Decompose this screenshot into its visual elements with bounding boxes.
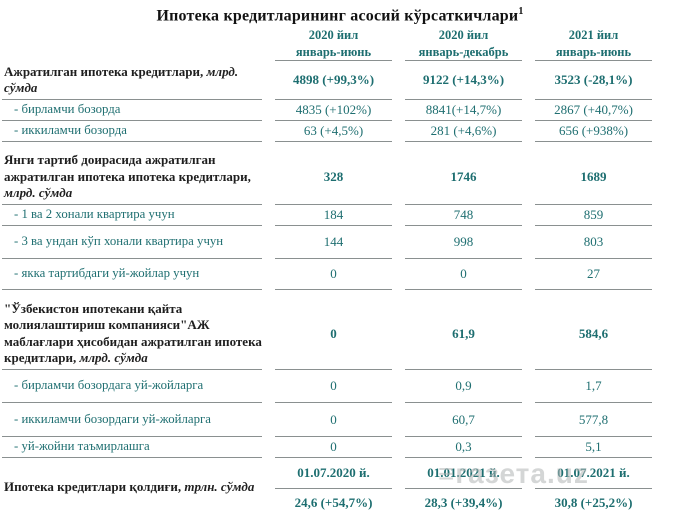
table-row: - 1 ва 2 хонали квартира учун 184 748 85… [2, 205, 652, 227]
column-header-2021-jan-jun: 2021 йил январь-июнь [535, 27, 652, 61]
cell-value: 0 [275, 259, 392, 291]
cell-value: 656 (+938%) [535, 121, 652, 143]
table-row: - 3 ва ундан кўп хонали квартира учун 14… [2, 226, 652, 260]
cell-value: 0 [275, 370, 392, 404]
column-header-2020-jan-dec: 2020 йил январь-декабрь [405, 27, 522, 61]
section-gap [2, 142, 652, 149]
header-row: 2020 йил январь-июнь 2020 йил январь-дек… [2, 27, 652, 61]
cell-value: 1,7 [535, 370, 652, 404]
cell-value: 998 [405, 226, 522, 260]
section-gap [2, 290, 652, 298]
table-row: - уй-жойни таъмирлашга 0 0,3 5,1 [2, 437, 652, 459]
footnote-mark: 1 [518, 6, 524, 17]
cell-value: 748 [405, 205, 522, 227]
cell-value: 0 [275, 298, 392, 371]
table-row: - иккиламчи бозорда 63 (+4,5%) 281 (+4,6… [2, 121, 652, 143]
row-unit: трлн. сўмда [184, 479, 255, 495]
cell-value: 9122 (+14,3%) [405, 61, 522, 101]
cell-value: 63 (+4,5%) [275, 121, 392, 143]
cell-value: 61,9 [405, 298, 522, 371]
cell-date: 01.01.2021 й. [405, 458, 522, 490]
table-row: Янги тартиб доирасида ажратилган ажратил… [2, 149, 652, 206]
row-label: Ипотека кредитлари қолдиғи, трлн. сўмда [4, 479, 255, 495]
cell-date: 01.07.2021 й. [535, 458, 652, 490]
table-row: Ажратилган ипотека кредитлари, млрд. сўм… [2, 61, 652, 101]
page-title: Ипотека кредитларининг асосий кўрсаткичл… [0, 0, 680, 25]
cell-value: 27 [535, 259, 652, 291]
row-label: "Ўзбекистон ипотекани қайта молиялаштири… [2, 298, 262, 371]
cell-value: 1689 [535, 149, 652, 206]
cell-value: 0 [275, 403, 392, 438]
cell-value: 1746 [405, 149, 522, 206]
row-unit: млрд. сўмда [4, 63, 239, 96]
table-row: - якка тартибдаги уй-жойлар учун 0 0 27 [2, 259, 652, 291]
header-empty-cell [2, 27, 262, 61]
table-row: - бирламчи бозорда 4835 (+102%) 8841(+14… [2, 100, 652, 122]
cell-value: 0 [275, 437, 392, 459]
row-unit: млрд. сўмда [79, 349, 148, 365]
cell-value: 328 [275, 149, 392, 206]
cell-value: 4898 (+99,3%) [275, 61, 392, 101]
row-label: Янги тартиб доирасида ажратилган ажратил… [2, 149, 262, 206]
cell-value: 577,8 [535, 403, 652, 438]
cell-value: 60,7 [405, 403, 522, 438]
row-label: - 1 ва 2 хонали квартира учун [2, 205, 262, 227]
row-label: - иккиламчи бозордаги уй-жойларга [2, 403, 262, 438]
cell-value: 3523 (-28,1%) [535, 61, 652, 101]
cell-value: 8841(+14,7%) [405, 100, 522, 122]
table-row: "Ўзбекистон ипотекани қайта молиялаштири… [2, 298, 652, 371]
table-row: - бирламчи бозордага уй-жойларга 0 0,9 1… [2, 370, 652, 404]
row-label: - иккиламчи бозорда [2, 121, 262, 143]
cell-value: 0,3 [405, 437, 522, 459]
cell-value: 803 [535, 226, 652, 260]
cell-value: 144 [275, 226, 392, 260]
row-label: - якка тартибдаги уй-жойлар учун [2, 259, 262, 291]
cell-value: 0 [405, 259, 522, 291]
cell-date: 01.07.2020 й. [275, 458, 392, 490]
indicators-table: 2020 йил январь-июнь 2020 йил январь-дек… [0, 27, 665, 517]
row-unit: млрд. сўмда [4, 184, 73, 200]
row-label: - бирламчи бозорда [2, 100, 262, 122]
cell-value: 281 (+4,6%) [405, 121, 522, 143]
cell-value: 2867 (+40,7%) [535, 100, 652, 122]
cell-value: 30,8 (+25,2%) [554, 495, 633, 511]
cell-value: 4835 (+102%) [275, 100, 392, 122]
cell-value: 859 [535, 205, 652, 227]
cell-value: 584,6 [535, 298, 652, 371]
page-title-text: Ипотека кредитларининг асосий кўрсаткичл… [156, 7, 519, 25]
row-label: - бирламчи бозордага уй-жойларга [2, 370, 262, 404]
cell-value: 0,9 [405, 370, 522, 404]
cell-value: 5,1 [535, 437, 652, 459]
row-label: - 3 ва ундан кўп хонали квартира учун [2, 226, 262, 260]
column-header-2020-jan-jun: 2020 йил январь-июнь [275, 27, 392, 61]
cell-value: 28,3 (+39,4%) [424, 495, 503, 511]
row-label: Ажратилган ипотека кредитлари, млрд. сўм… [2, 61, 262, 101]
table-row: - иккиламчи бозордаги уй-жойларга 0 60,7… [2, 403, 652, 438]
table-row: Ипотека кредитлари қолдиғи, трлн. сўмда … [2, 458, 652, 494]
cell-value: 184 [275, 205, 392, 227]
cell-value: 24,6 (+54,7%) [294, 495, 373, 511]
row-label: - уй-жойни таъмирлашга [2, 437, 262, 459]
